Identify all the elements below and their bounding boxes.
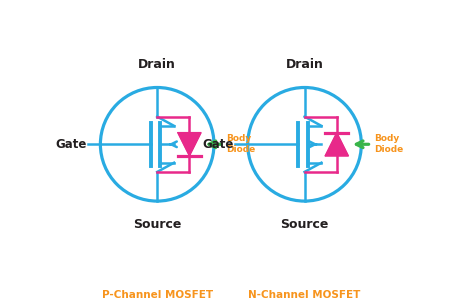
Text: Drain: Drain	[286, 58, 323, 71]
Polygon shape	[325, 133, 348, 156]
Polygon shape	[178, 133, 201, 156]
Text: Gate: Gate	[202, 138, 234, 151]
Text: Body
Diode: Body Diode	[227, 134, 256, 154]
Text: P-Channel MOSFET: P-Channel MOSFET	[101, 290, 213, 300]
Text: Body
Diode: Body Diode	[374, 134, 403, 154]
Text: N-Channel MOSFET: N-Channel MOSFET	[248, 290, 361, 300]
Text: Source: Source	[280, 218, 329, 231]
Text: Source: Source	[133, 218, 182, 231]
Text: Gate: Gate	[55, 138, 87, 151]
Text: Drain: Drain	[138, 58, 176, 71]
